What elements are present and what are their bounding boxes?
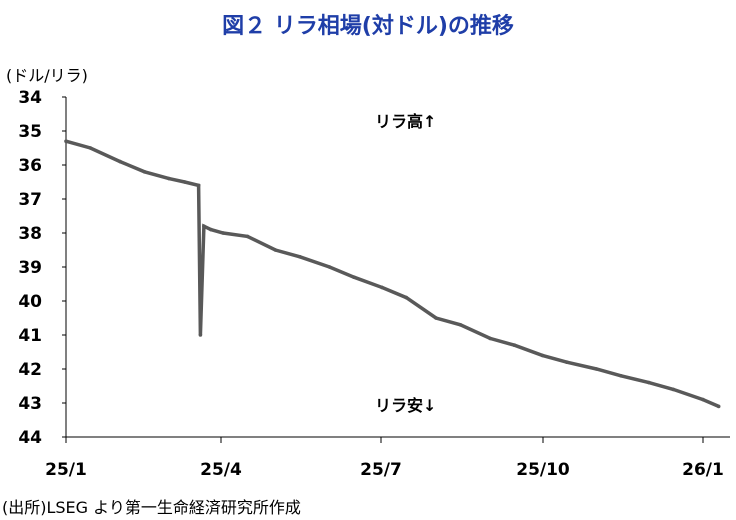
data-point (565, 360, 569, 365)
data-point (142, 170, 147, 174)
y-tick-label: 37 (18, 190, 42, 210)
chart-title: 図２ リラ相場(対ドル)の推移 (222, 14, 514, 39)
data-point (488, 336, 492, 341)
y-tick-label: 40 (18, 292, 42, 312)
x-tick-label: 25/7 (360, 460, 402, 480)
data-point (404, 295, 409, 300)
source-note: (出所)LSEG より第一生命経済研究所作成 (2, 498, 301, 517)
data-point (202, 224, 206, 228)
data-point (118, 159, 122, 164)
y-tick-label: 34 (18, 88, 42, 108)
annotation-lira-up: リラ高↑ (375, 112, 436, 131)
y-tick-label: 44 (18, 428, 42, 448)
data-point (380, 285, 384, 290)
data-point (701, 397, 705, 402)
data-point (352, 275, 356, 280)
series-line (65, 139, 720, 409)
annotation-lira-down: リラ安↓ (375, 396, 436, 415)
y-tick-label: 36 (18, 156, 42, 176)
data-point (167, 176, 171, 181)
y-tick-label: 43 (18, 394, 42, 414)
x-tick-label: 26/1 (682, 460, 724, 480)
data-point (221, 231, 225, 235)
x-axis-ticks: 25/1 25/4 25/7 25/10 26/1 (45, 437, 724, 480)
data-point (196, 183, 201, 188)
series-group (64, 139, 721, 409)
data-point (716, 404, 721, 409)
data-point (198, 333, 203, 337)
x-tick-label: 25/1 (45, 460, 87, 480)
data-point (619, 374, 623, 378)
y-tick-label: 35 (18, 122, 42, 142)
data-point (540, 353, 545, 358)
data-point (434, 316, 438, 320)
y-axis-unit-label: (ドル/リラ) (6, 66, 88, 85)
y-tick-label: 42 (18, 360, 42, 380)
data-point (458, 323, 463, 327)
data-point (64, 139, 68, 143)
data-point (245, 234, 250, 239)
data-point (594, 367, 599, 371)
y-tick-label: 41 (18, 326, 42, 346)
data-point (273, 248, 278, 252)
y-axis-ticks: 34 35 36 37 38 39 40 41 42 43 44 (18, 88, 66, 448)
x-tick-label: 25/10 (516, 460, 570, 480)
data-point (327, 265, 332, 269)
data-point (647, 380, 651, 385)
data-point (88, 146, 93, 150)
axes (65, 97, 730, 438)
data-point (209, 227, 213, 232)
data-point (512, 343, 517, 348)
data-point (298, 254, 302, 259)
data-point (671, 387, 676, 392)
y-tick-label: 38 (18, 224, 42, 244)
data-point (182, 180, 187, 184)
x-tick-label: 25/4 (200, 460, 242, 480)
y-tick-label: 39 (18, 258, 42, 278)
